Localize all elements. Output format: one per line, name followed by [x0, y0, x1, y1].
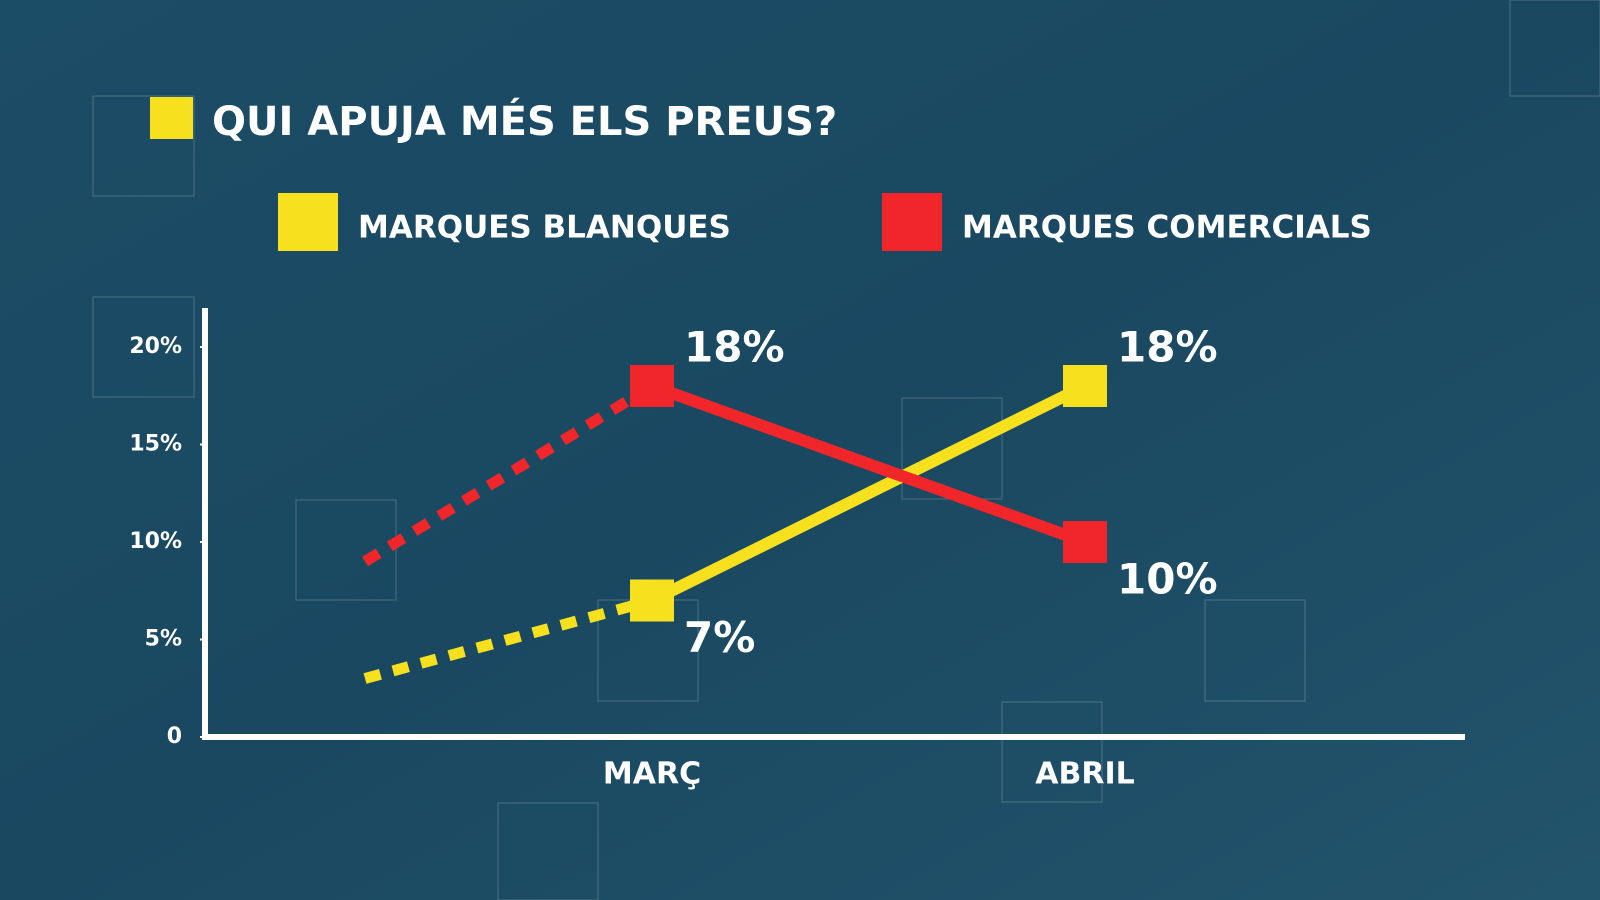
x-tick-label: ABRIL — [1035, 757, 1134, 792]
data-label: 7% — [684, 613, 755, 662]
marker — [1063, 521, 1107, 563]
legend-swatch — [882, 193, 942, 251]
chart-title: QUI APUJA MÉS ELS PREUS? — [212, 97, 837, 145]
y-tick-label: 10% — [129, 529, 182, 554]
y-tick-label: 5% — [145, 627, 182, 652]
marker — [630, 579, 674, 622]
y-tick-label: 20% — [129, 334, 182, 359]
line-segment — [649, 380, 1088, 548]
y-tick-label: 15% — [129, 432, 182, 457]
data-label: 10% — [1117, 555, 1218, 604]
x-tick-label: MARÇ — [603, 757, 701, 792]
legend-label: MARQUES COMERCIALS — [962, 210, 1372, 246]
legend-swatch — [278, 193, 338, 251]
decoration — [92, 0, 1600, 900]
data-label: 18% — [684, 323, 785, 372]
title-icon — [150, 97, 193, 139]
line-segment — [649, 380, 1088, 606]
data-label: 18% — [1117, 323, 1218, 372]
marker — [1063, 365, 1107, 407]
trend-segment — [363, 595, 654, 684]
marker — [630, 365, 674, 407]
legend-label: MARQUES BLANQUES — [358, 210, 731, 246]
y-tick-label: 0 — [167, 724, 182, 749]
